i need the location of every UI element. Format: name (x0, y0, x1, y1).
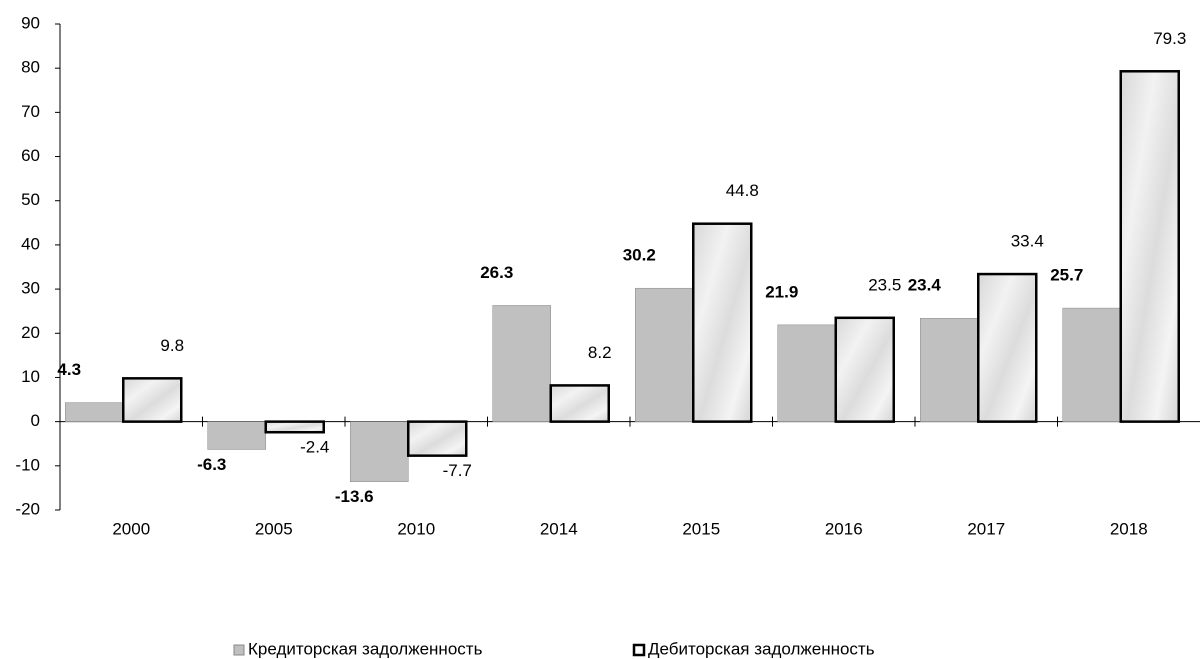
data-label: 44.8 (726, 181, 759, 200)
data-label: 21.9 (765, 282, 798, 301)
bar (635, 287, 694, 422)
x-tick-label: 2000 (112, 519, 150, 538)
data-label: 23.5 (868, 275, 901, 294)
data-label: 33.4 (1011, 232, 1044, 251)
data-label: 30.2 (623, 246, 656, 265)
data-label: -7.7 (443, 461, 472, 480)
bar (1062, 307, 1121, 422)
legend-swatch (233, 644, 245, 656)
bar (692, 222, 753, 423)
data-label: 4.3 (57, 360, 81, 379)
x-tick-label: 2015 (682, 519, 720, 538)
y-tick-label: 40 (21, 234, 40, 253)
x-tick-label: 2014 (540, 519, 578, 538)
x-tick-label: 2017 (967, 519, 1005, 538)
legend-label: Кредиторская задолженность (248, 639, 483, 658)
y-tick-label: -10 (15, 455, 40, 474)
data-label: 9.8 (160, 336, 184, 355)
bar (65, 402, 124, 422)
x-tick-label: 2010 (397, 519, 435, 538)
data-label: 79.3 (1153, 29, 1186, 48)
y-tick-label: 60 (21, 146, 40, 165)
bar (207, 421, 266, 450)
y-tick-label: 90 (21, 13, 40, 32)
data-label: 23.4 (908, 276, 942, 295)
data-label: -6.3 (197, 455, 226, 474)
bar (920, 318, 979, 422)
bar (350, 421, 409, 482)
data-label: 8.2 (588, 343, 612, 362)
data-label: 25.7 (1050, 266, 1083, 285)
bar (492, 305, 551, 422)
bar (264, 420, 325, 434)
bar (407, 420, 468, 457)
bar (777, 324, 836, 422)
y-tick-label: 30 (21, 279, 40, 298)
y-tick-label: 80 (21, 58, 40, 77)
y-tick-label: 50 (21, 190, 40, 209)
y-tick-label: 70 (21, 102, 40, 121)
y-tick-label: 20 (21, 323, 40, 342)
data-label: -13.6 (335, 487, 374, 506)
bar (549, 384, 610, 423)
bar (122, 377, 183, 423)
y-tick-label: 0 (31, 411, 40, 430)
x-tick-label: 2018 (1110, 519, 1148, 538)
data-label: -2.4 (300, 438, 329, 457)
data-label: 26.3 (480, 263, 513, 282)
bar (834, 316, 895, 423)
bar (1119, 70, 1180, 423)
legend-swatch (632, 643, 646, 657)
legend-label: Дебиторская задолженность (648, 639, 875, 658)
x-tick-label: 2016 (825, 519, 863, 538)
bar (977, 272, 1038, 423)
y-tick-label: 10 (21, 367, 40, 386)
y-tick-label: -20 (15, 499, 40, 518)
x-tick-label: 2005 (255, 519, 293, 538)
